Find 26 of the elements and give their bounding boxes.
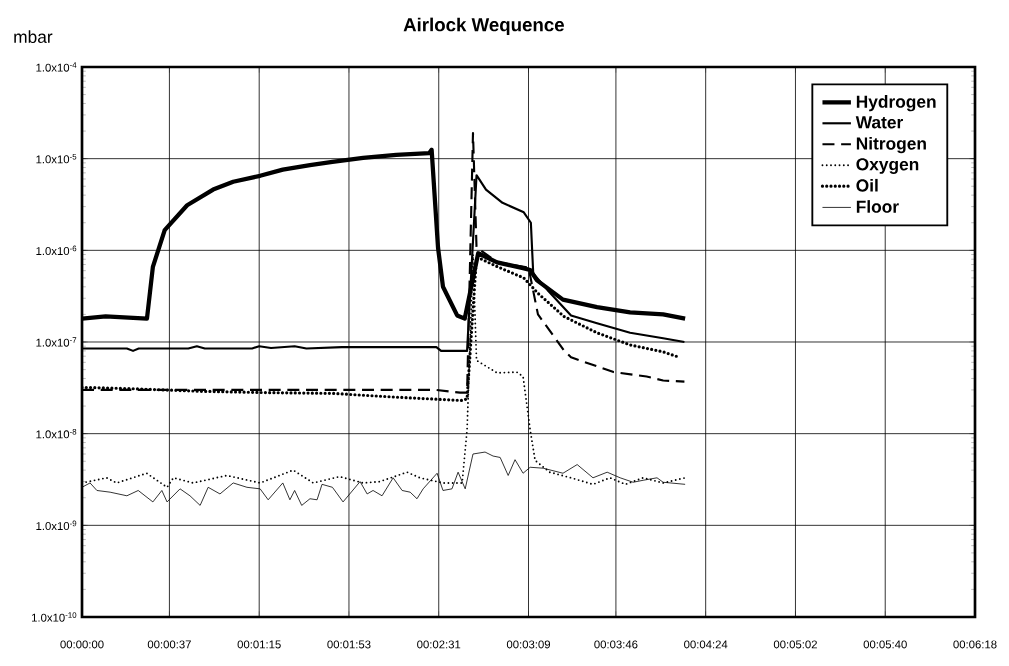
y-tick-label: 1.0x10$^{-7}$ — [36, 337, 77, 347]
legend-label: Oxygen — [856, 158, 919, 174]
x-tick-label: 00:05:02 — [773, 640, 817, 649]
x-tick-label: 00:05:40 — [863, 640, 907, 649]
x-tick-label: 00:06:18 — [953, 640, 997, 649]
y-tick-label: 1.0x10$^{-6}$ — [36, 245, 77, 256]
x-tick-label: 00:00:00 — [60, 640, 104, 649]
legend-label: Hydrogen — [856, 95, 936, 112]
y-axis-title: mbar — [14, 30, 53, 44]
y-tick-label: 1.0x10$^{-10}$ — [31, 612, 77, 622]
legend-label: Water — [855, 116, 903, 129]
x-tick-label: 00:04:24 — [684, 640, 728, 649]
x-tick-label: 00:01:53 — [327, 640, 371, 649]
x-tick-label: 00:02:31 — [417, 640, 461, 649]
y-tick-label: 1.0x10$^{-9}$ — [36, 520, 77, 531]
x-tick-label: 00:03:09 — [506, 640, 551, 649]
legend-label: Oil — [856, 178, 878, 192]
legend-label: Nitrogen — [856, 136, 926, 154]
chart-title: Airlock Wequence — [403, 17, 564, 36]
y-tick-label: 1.0x10$^{-5}$ — [36, 154, 77, 164]
y-tick-label: 1.0x10$^{-4}$ — [36, 62, 77, 72]
x-tick-label: 00:03:46 — [594, 640, 638, 649]
y-tick-label: 1.0x10$^{-8}$ — [36, 428, 77, 439]
x-tick-label: 00:00:37 — [147, 640, 191, 649]
legend-label: Floor — [856, 200, 899, 213]
x-tick-label: 00:01:15 — [237, 640, 281, 649]
